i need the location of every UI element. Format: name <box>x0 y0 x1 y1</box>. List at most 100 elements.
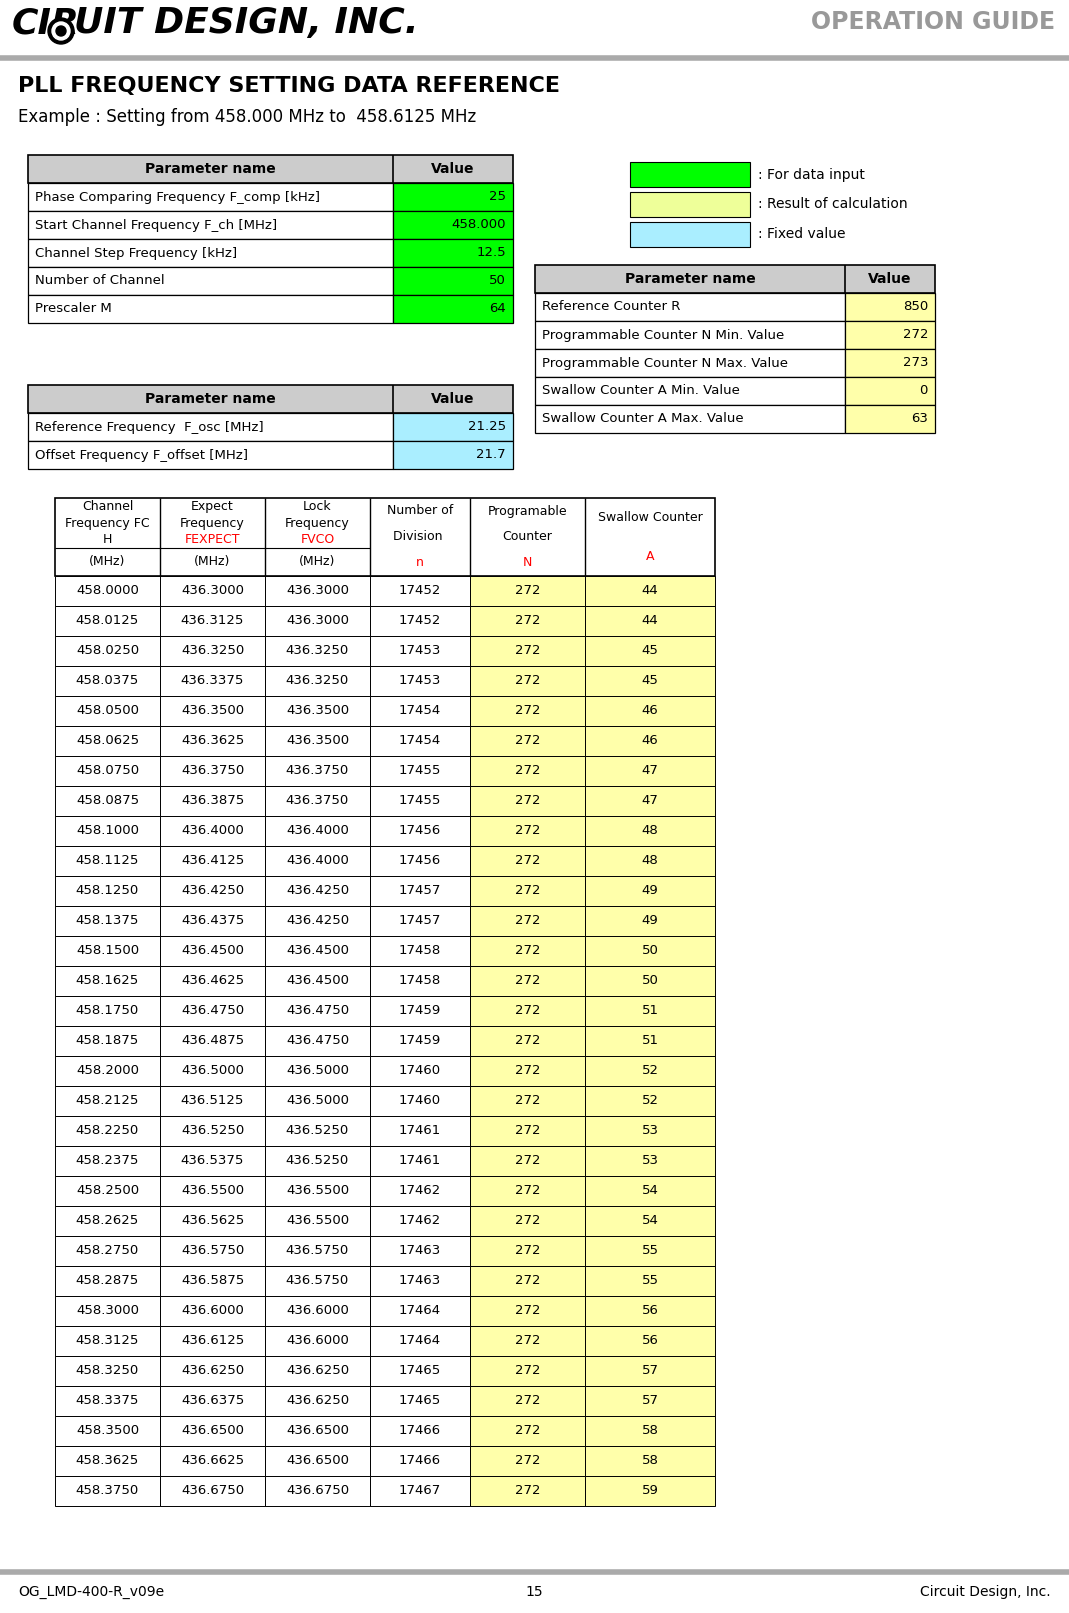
Text: (MHz): (MHz) <box>90 555 126 568</box>
Text: 436.4500: 436.4500 <box>181 945 244 958</box>
Text: 458.1250: 458.1250 <box>76 884 139 897</box>
Text: 17457: 17457 <box>399 915 441 927</box>
Bar <box>160 1086 265 1116</box>
Bar <box>28 386 513 413</box>
Bar <box>585 907 715 936</box>
Text: 272: 272 <box>515 1424 540 1437</box>
Text: 56: 56 <box>641 1305 659 1318</box>
Bar <box>370 1266 470 1295</box>
Bar <box>470 845 585 876</box>
Bar <box>585 606 715 636</box>
Bar <box>585 695 715 726</box>
Text: : Result of calculation: : Result of calculation <box>758 197 908 211</box>
Bar <box>265 1116 370 1145</box>
Text: 458.0125: 458.0125 <box>76 615 139 627</box>
Text: 272: 272 <box>515 1215 540 1227</box>
Text: 50: 50 <box>641 974 659 987</box>
Text: CIR: CIR <box>12 6 80 40</box>
Text: 436.5250: 436.5250 <box>181 1124 244 1137</box>
Bar <box>470 726 585 756</box>
Text: 436.3625: 436.3625 <box>181 734 244 747</box>
Text: 458.0625: 458.0625 <box>76 734 139 747</box>
Bar <box>28 155 513 182</box>
Bar <box>370 1416 470 1445</box>
Text: 272: 272 <box>515 915 540 927</box>
Text: Frequency: Frequency <box>180 516 245 529</box>
Bar <box>470 876 585 907</box>
Bar <box>265 1145 370 1176</box>
Text: Counter: Counter <box>502 531 553 544</box>
Bar <box>265 1236 370 1266</box>
Circle shape <box>52 23 69 40</box>
Text: 436.3125: 436.3125 <box>181 615 244 627</box>
Text: 458.0875: 458.0875 <box>76 795 139 808</box>
Bar <box>470 695 585 726</box>
Text: Reference Frequency  F_osc [MHz]: Reference Frequency F_osc [MHz] <box>35 421 264 434</box>
Text: 21.7: 21.7 <box>477 448 506 461</box>
Text: 45: 45 <box>641 645 659 658</box>
Text: 436.6500: 436.6500 <box>181 1424 244 1437</box>
Text: 49: 49 <box>641 915 659 927</box>
Text: 458.0250: 458.0250 <box>76 645 139 658</box>
Bar <box>265 995 370 1026</box>
Text: 436.4250: 436.4250 <box>285 915 350 927</box>
Text: 17455: 17455 <box>399 795 441 808</box>
Text: 436.3000: 436.3000 <box>181 584 244 597</box>
Bar <box>470 786 585 816</box>
Bar <box>470 1026 585 1057</box>
Text: 436.5000: 436.5000 <box>286 1065 348 1077</box>
Text: 17454: 17454 <box>399 734 441 747</box>
Text: Frequency: Frequency <box>285 516 350 529</box>
Bar <box>55 1476 160 1507</box>
Bar <box>585 756 715 786</box>
Text: 17453: 17453 <box>399 674 441 687</box>
Bar <box>630 223 750 247</box>
Bar <box>370 666 470 695</box>
Bar <box>55 1086 160 1116</box>
Text: 17462: 17462 <box>399 1215 441 1227</box>
Text: 436.6500: 436.6500 <box>286 1455 348 1468</box>
Bar <box>845 348 935 377</box>
Bar <box>370 1207 470 1236</box>
Text: 17456: 17456 <box>399 824 441 837</box>
Text: 17452: 17452 <box>399 584 441 597</box>
Text: 55: 55 <box>641 1245 659 1258</box>
Text: 21.25: 21.25 <box>468 421 506 434</box>
Bar <box>265 1445 370 1476</box>
Text: Lock: Lock <box>304 500 331 513</box>
Bar <box>160 695 265 726</box>
Text: Start Channel Frequency F_ch [MHz]: Start Channel Frequency F_ch [MHz] <box>35 218 277 232</box>
Text: 436.6500: 436.6500 <box>286 1424 348 1437</box>
Bar <box>160 726 265 756</box>
Text: 272: 272 <box>515 1365 540 1378</box>
Text: 436.4750: 436.4750 <box>181 1005 244 1018</box>
Text: 272: 272 <box>515 1124 540 1137</box>
Text: 436.4375: 436.4375 <box>181 915 244 927</box>
Bar <box>160 1476 265 1507</box>
Text: Programmable Counter N Min. Value: Programmable Counter N Min. Value <box>542 329 785 342</box>
Bar <box>470 1476 585 1507</box>
Text: Value: Value <box>431 161 475 176</box>
Bar <box>160 936 265 966</box>
Text: Value: Value <box>868 273 912 286</box>
Text: Value: Value <box>431 392 475 406</box>
Text: 17466: 17466 <box>399 1424 441 1437</box>
Text: 458.2125: 458.2125 <box>76 1095 139 1108</box>
Bar <box>265 1476 370 1507</box>
Bar <box>370 1026 470 1057</box>
Text: 272: 272 <box>515 855 540 868</box>
Text: 436.6000: 436.6000 <box>181 1305 244 1318</box>
Text: 458.3625: 458.3625 <box>76 1455 139 1468</box>
Bar <box>585 1476 715 1507</box>
Text: 436.3750: 436.3750 <box>181 765 244 777</box>
Bar <box>585 666 715 695</box>
Text: 15: 15 <box>526 1586 543 1598</box>
Text: 58: 58 <box>641 1424 659 1437</box>
Text: 436.5000: 436.5000 <box>181 1065 244 1077</box>
Text: Swallow Counter A Max. Value: Swallow Counter A Max. Value <box>542 413 744 426</box>
Text: 273: 273 <box>902 356 928 369</box>
Bar <box>370 786 470 816</box>
Text: 436.6250: 436.6250 <box>285 1395 350 1408</box>
Text: 436.6750: 436.6750 <box>285 1484 350 1497</box>
Bar <box>470 1236 585 1266</box>
